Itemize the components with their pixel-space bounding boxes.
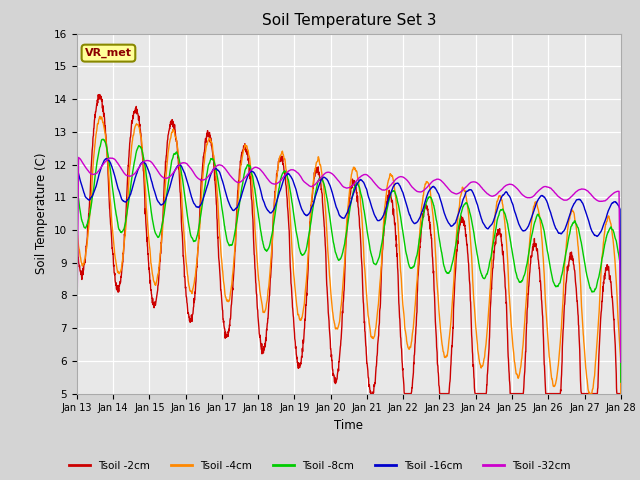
Legend: Tsoil -2cm, Tsoil -4cm, Tsoil -8cm, Tsoil -16cm, Tsoil -32cm: Tsoil -2cm, Tsoil -4cm, Tsoil -8cm, Tsoi…	[65, 456, 575, 475]
Tsoil -16cm	[617, 356, 625, 362]
X-axis label: Time: Time	[334, 419, 364, 432]
Tsoil -8cm	[99, 136, 106, 142]
Tsoil -4cm	[617, 391, 625, 396]
Tsoil -4cm	[73, 336, 81, 342]
Text: VR_met: VR_met	[85, 48, 132, 58]
Tsoil -32cm	[507, 181, 515, 187]
Tsoil -8cm	[617, 379, 625, 385]
Tsoil -32cm	[376, 186, 384, 192]
Line: Tsoil -16cm: Tsoil -16cm	[77, 158, 621, 359]
Tsoil -4cm	[376, 276, 384, 281]
Tsoil -4cm	[96, 113, 104, 119]
Tsoil -2cm	[367, 391, 374, 396]
Tsoil -2cm	[584, 391, 592, 396]
Tsoil -2cm	[365, 375, 372, 381]
Tsoil -4cm	[586, 391, 593, 396]
Tsoil -16cm	[584, 216, 592, 222]
Line: Tsoil -8cm: Tsoil -8cm	[77, 139, 621, 382]
Tsoil -8cm	[584, 277, 592, 283]
Tsoil -16cm	[225, 200, 232, 205]
Tsoil -2cm	[617, 391, 625, 396]
Tsoil -16cm	[376, 217, 384, 223]
Tsoil -2cm	[508, 391, 515, 396]
Tsoil -8cm	[365, 237, 372, 243]
Tsoil -32cm	[617, 359, 625, 365]
Y-axis label: Soil Temperature (C): Soil Temperature (C)	[35, 153, 48, 275]
Tsoil -2cm	[225, 326, 232, 332]
Line: Tsoil -32cm: Tsoil -32cm	[77, 157, 621, 362]
Tsoil -4cm	[507, 317, 515, 323]
Tsoil -8cm	[225, 242, 232, 248]
Tsoil -32cm	[584, 189, 592, 194]
Tsoil -16cm	[365, 194, 372, 200]
Tsoil -32cm	[225, 171, 232, 177]
Title: Soil Temperature Set 3: Soil Temperature Set 3	[262, 13, 436, 28]
Tsoil -16cm	[73, 333, 81, 338]
Tsoil -8cm	[376, 248, 384, 254]
Tsoil -32cm	[365, 173, 372, 179]
Tsoil -4cm	[365, 315, 372, 321]
Tsoil -4cm	[569, 209, 577, 215]
Tsoil -16cm	[102, 156, 110, 161]
Tsoil -4cm	[584, 386, 592, 392]
Tsoil -8cm	[73, 333, 81, 338]
Tsoil -32cm	[73, 341, 81, 347]
Tsoil -2cm	[96, 92, 104, 97]
Line: Tsoil -4cm: Tsoil -4cm	[77, 116, 621, 394]
Tsoil -2cm	[570, 256, 577, 262]
Tsoil -2cm	[73, 237, 81, 243]
Tsoil -4cm	[225, 298, 232, 304]
Tsoil -2cm	[377, 292, 385, 298]
Tsoil -32cm	[569, 192, 577, 198]
Tsoil -8cm	[507, 241, 515, 247]
Tsoil -8cm	[569, 220, 577, 226]
Tsoil -32cm	[75, 155, 83, 160]
Tsoil -16cm	[569, 203, 577, 209]
Tsoil -16cm	[507, 197, 515, 203]
Line: Tsoil -2cm: Tsoil -2cm	[77, 95, 621, 394]
